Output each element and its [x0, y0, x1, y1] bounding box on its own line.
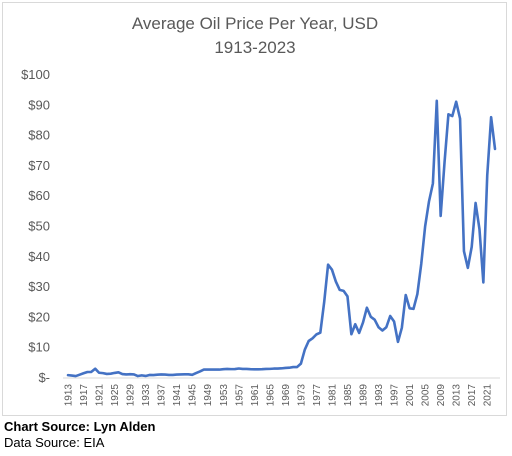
x-tick-label: 1913 — [64, 384, 75, 407]
x-tick-label: 1961 — [250, 384, 261, 407]
chart-subtitle: 1913-2023 — [214, 38, 295, 57]
x-tick-label: 1957 — [234, 384, 245, 407]
y-axis-ticks: $- $10 $20 $30 $40 $50 $60 $70 $80 $90 $100 — [21, 67, 50, 385]
x-tick-label: 1949 — [203, 384, 214, 407]
x-tick-label: 1997 — [390, 384, 401, 407]
x-tick-label: 2017 — [467, 384, 478, 407]
x-tick-label: 2013 — [452, 384, 463, 407]
x-tick-label: 1933 — [141, 384, 152, 407]
x-tick-label: 1921 — [95, 384, 106, 407]
y-tick-label: $40 — [28, 249, 50, 264]
y-tick-label: $30 — [28, 279, 50, 294]
oil-price-chart: Average Oil Price Per Year, USD 1913-202… — [21, 14, 500, 407]
x-tick-label: 1937 — [157, 384, 168, 407]
x-tick-label: 1941 — [172, 384, 183, 407]
x-tick-label: 2005 — [421, 384, 432, 407]
y-tick-label: $60 — [28, 188, 50, 203]
x-tick-label: 1945 — [188, 384, 199, 407]
x-tick-label: 1989 — [359, 384, 370, 407]
x-tick-label: 2021 — [483, 384, 494, 407]
x-tick-label: 1981 — [327, 384, 338, 407]
x-tick-label: 2001 — [405, 384, 416, 407]
y-tick-label: $70 — [28, 158, 50, 173]
y-tick-label: $90 — [28, 97, 50, 112]
y-tick-label: $10 — [28, 340, 50, 355]
x-axis-ticks: 1913 1917 1921 1925 1929 1933 1937 1941 1945 1949… — [64, 384, 494, 407]
x-tick-label: 2009 — [436, 384, 447, 407]
y-tick-label: $20 — [28, 309, 50, 324]
x-tick-label: 1993 — [374, 384, 385, 407]
x-tick-label: 1969 — [281, 384, 292, 407]
x-tick-label: 1973 — [296, 384, 307, 407]
x-tick-label: 1929 — [126, 384, 137, 407]
y-tick-label: $- — [38, 370, 50, 385]
x-tick-label: 1965 — [265, 384, 276, 407]
series-line — [66, 99, 497, 378]
y-tick-label: $80 — [28, 128, 50, 143]
credits: Chart Source: Lyn Alden Data Source: EIA — [4, 419, 504, 451]
y-tick-label: $100 — [21, 67, 50, 82]
chart-frame: Average Oil Price Per Year, USD 1913-202… — [2, 2, 507, 416]
chart-source-credit: Chart Source: Lyn Alden — [4, 419, 156, 434]
chart-title: Average Oil Price Per Year, USD — [132, 14, 378, 33]
data-source-credit: Data Source: EIA — [4, 435, 105, 450]
y-tick-label: $50 — [28, 219, 50, 234]
x-tick-label: 1925 — [110, 384, 121, 407]
x-tick-label: 1953 — [219, 384, 230, 407]
x-tick-label: 1977 — [312, 384, 323, 407]
x-tick-label: 1985 — [343, 384, 354, 407]
x-tick-label: 1917 — [79, 384, 90, 407]
